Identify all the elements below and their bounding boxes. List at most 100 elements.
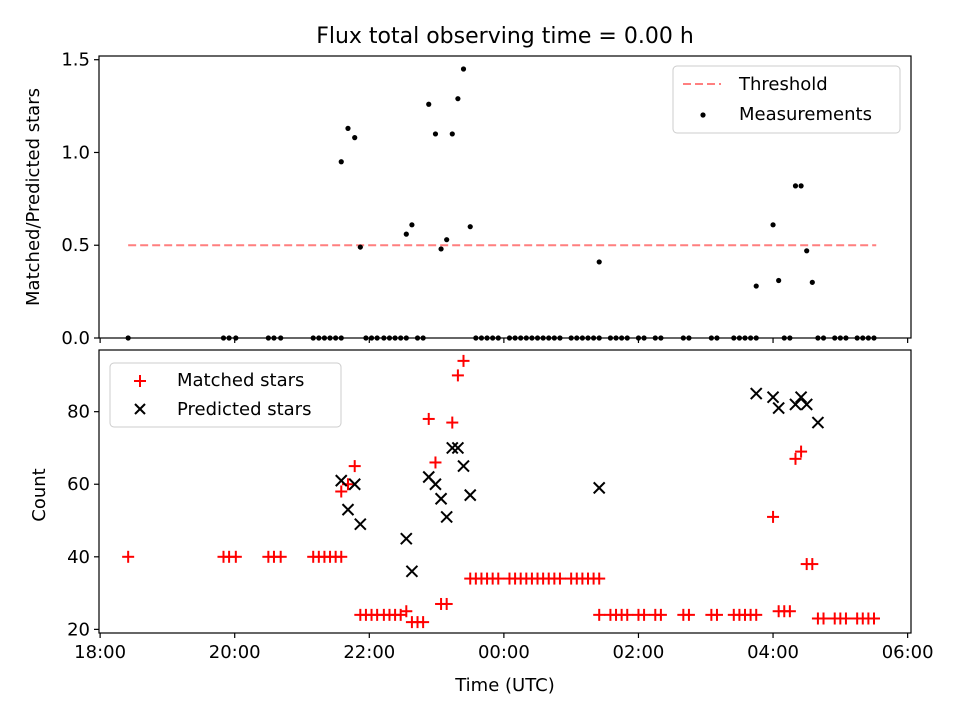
measurement-point xyxy=(748,335,754,341)
measurement-point xyxy=(635,335,642,341)
matched-star-point xyxy=(122,550,135,563)
measurement-point xyxy=(338,335,344,341)
measurement-point xyxy=(316,335,322,341)
measurement-point xyxy=(444,237,450,243)
matched-star-point xyxy=(783,605,796,618)
measurement-point xyxy=(546,335,552,341)
measurement-point xyxy=(220,335,227,341)
measurement-point xyxy=(652,335,658,341)
matched-star-point xyxy=(839,612,852,625)
predicted-star-point xyxy=(811,416,825,429)
measurement-point xyxy=(460,66,467,72)
measurement-point xyxy=(641,335,647,341)
upper-legend: Threshold Measurements xyxy=(672,65,901,134)
measurement-point xyxy=(233,335,239,341)
matched-star-point xyxy=(274,550,287,563)
upper-plot-frame xyxy=(98,55,912,339)
x-tick-label: 04:00 xyxy=(747,642,799,663)
matched-star-point xyxy=(422,412,435,425)
matched-star-point xyxy=(229,550,242,563)
measurement-point xyxy=(540,335,546,341)
measurement-point xyxy=(278,335,284,341)
matched-star-point xyxy=(750,608,763,621)
measurement-point xyxy=(798,183,804,189)
upper-y-tick-label: 0.5 xyxy=(61,235,90,256)
measurement-point xyxy=(363,335,369,341)
upper-panel: 0.0 0.5 1.0 1.5 xyxy=(61,50,912,349)
measurement-point xyxy=(495,335,501,341)
upper-y-axis-label: Matched/Predicted stars xyxy=(23,88,44,306)
x-tick-label: 00:00 xyxy=(478,642,530,663)
measurement-point xyxy=(467,224,473,230)
measurement-point xyxy=(781,335,787,341)
predicted-star-point xyxy=(750,387,763,400)
measurement-point xyxy=(776,277,782,284)
measurement-point xyxy=(815,335,821,341)
matched-star-point xyxy=(795,445,808,458)
measurement-point xyxy=(432,131,439,137)
matched-star-point xyxy=(654,608,667,621)
measurement-point xyxy=(804,248,810,254)
measurement-point xyxy=(714,335,720,341)
measurement-point xyxy=(449,131,455,137)
lower-legend: Matched stars Predicted stars xyxy=(109,362,342,428)
measurement-point xyxy=(403,335,409,341)
predicted-star-point xyxy=(429,478,442,491)
lower-plot-frame xyxy=(98,349,912,634)
legend-threshold-label: Threshold xyxy=(738,74,828,95)
measurement-point xyxy=(871,335,877,341)
measurement-point xyxy=(860,335,866,341)
measurement-point xyxy=(820,335,827,341)
legend-matched-swatch xyxy=(134,375,146,387)
measurement-point xyxy=(490,335,496,341)
lower-y-axis-label: Count xyxy=(29,468,50,521)
x-tick-label: 06:00 xyxy=(882,642,934,663)
measurement-point xyxy=(125,335,131,341)
matched-star-point xyxy=(867,612,880,625)
measurement-point xyxy=(398,335,404,341)
measurement-point xyxy=(512,335,518,341)
measurement-point xyxy=(455,96,461,102)
matched-star-point xyxy=(457,354,470,367)
measurement-point xyxy=(310,335,316,341)
measurement-point xyxy=(680,335,686,341)
predicted-star-point xyxy=(405,565,419,578)
measurement-point xyxy=(658,335,664,341)
upper-y-tick-label: 1.0 xyxy=(61,142,90,163)
predicted-star-point xyxy=(354,517,367,531)
predicted-star-point xyxy=(348,478,361,491)
measurement-point xyxy=(865,335,871,341)
measurement-point xyxy=(736,335,743,341)
measurement-point xyxy=(607,335,614,341)
legend-predicted-swatch xyxy=(134,403,146,415)
measurement-point xyxy=(265,335,271,341)
measurement-point xyxy=(579,335,585,341)
matched-star-point xyxy=(429,456,442,469)
lower-y-tick-label: 60 xyxy=(67,474,90,495)
matched-star-point xyxy=(789,452,802,465)
predicted-star-point xyxy=(440,510,453,524)
measurement-point xyxy=(381,335,387,341)
matched-star-point xyxy=(451,369,464,382)
measurement-point xyxy=(753,335,759,341)
measurement-point xyxy=(770,222,776,228)
matched-star-point xyxy=(492,572,505,585)
matched-star-point xyxy=(446,416,459,429)
measurement-point xyxy=(403,231,409,237)
measurement-point xyxy=(854,335,860,341)
matched-star-point xyxy=(710,608,723,621)
measurement-point xyxy=(420,335,426,341)
predicted-star-point xyxy=(794,390,808,404)
measurement-point xyxy=(591,335,597,341)
measurement-point xyxy=(386,335,393,341)
measurement-point xyxy=(409,222,415,228)
matched-star-point xyxy=(621,608,634,621)
measurement-point xyxy=(484,335,490,341)
upper-y-tick-label: 1.5 xyxy=(61,50,90,71)
matched-star-point xyxy=(335,550,348,563)
measurement-point xyxy=(478,335,485,341)
measurement-point xyxy=(338,159,344,165)
measurement-point xyxy=(613,335,619,341)
measurement-point xyxy=(596,335,602,341)
x-tick-label: 22:00 xyxy=(343,642,395,663)
